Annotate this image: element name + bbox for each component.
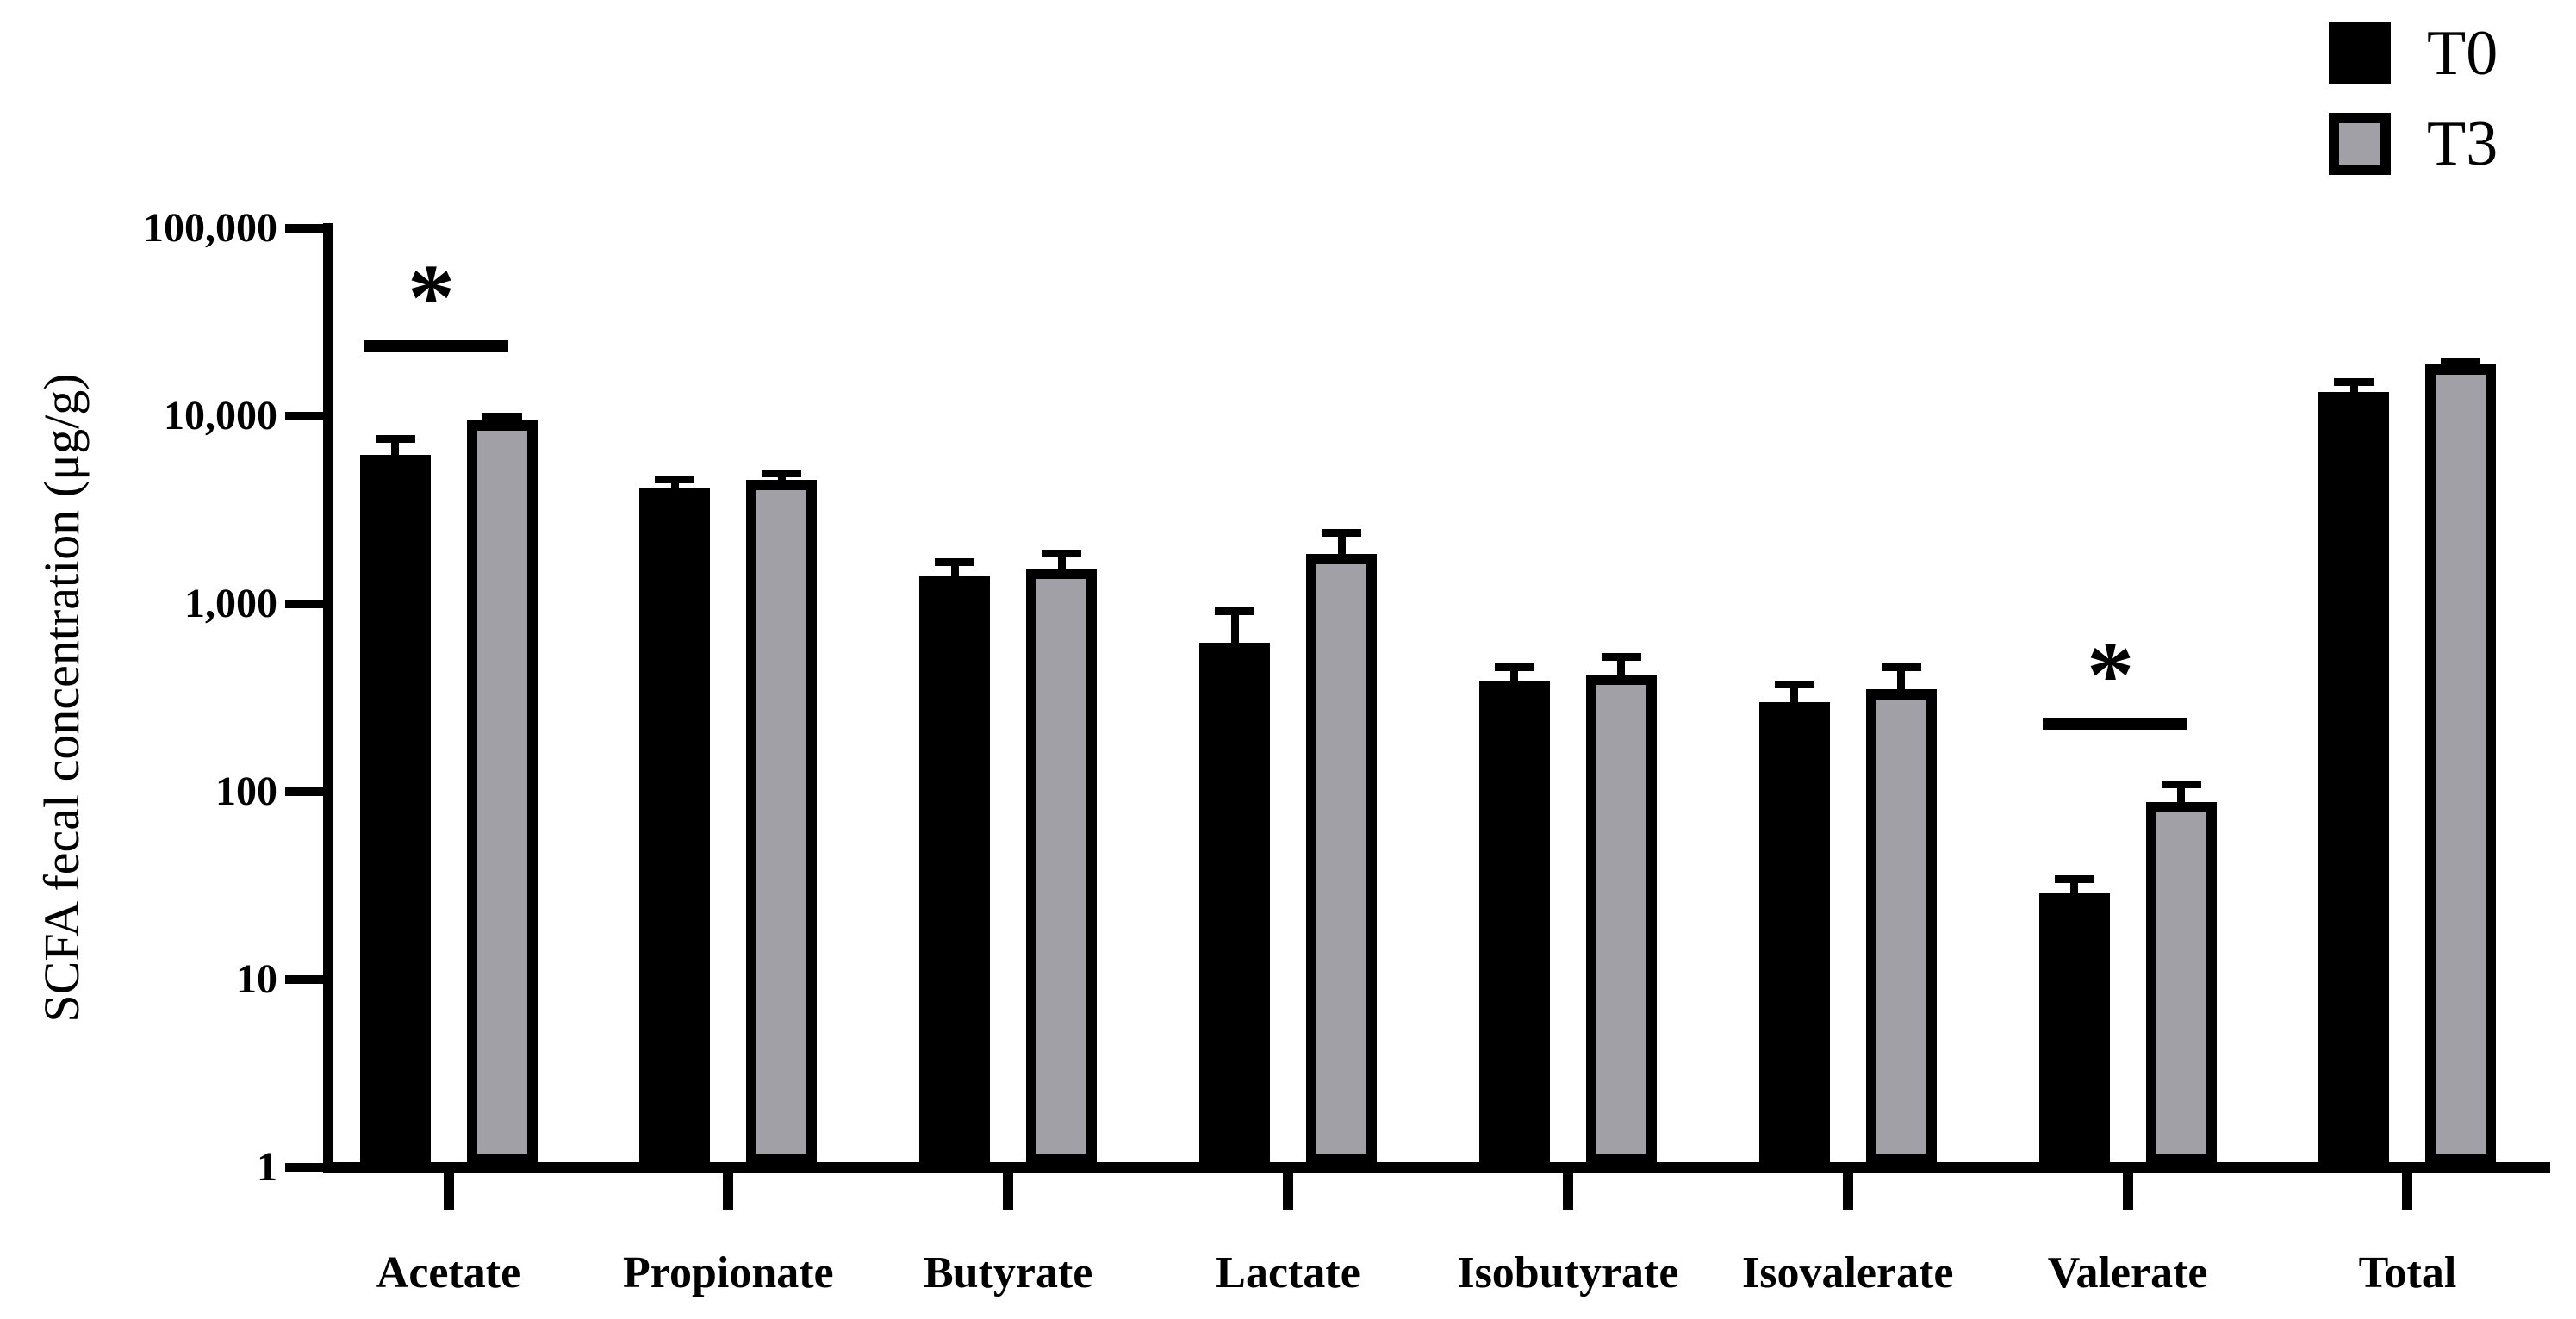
bar-t0-lactate — [1199, 643, 1271, 1165]
y-axis-tick-label: 10,000 — [164, 393, 277, 439]
bar-t3-total — [2425, 364, 2497, 1165]
error-bar-stem — [1230, 607, 1239, 661]
bar-t3-butyrate — [1026, 568, 1098, 1165]
error-bar-stem — [2070, 874, 2079, 911]
legend-swatch-t3-icon — [2329, 113, 2391, 175]
error-bar-cap — [1042, 549, 1082, 557]
error-bar-cap — [1881, 663, 1921, 672]
error-bar-cap — [2334, 377, 2374, 386]
error-bar-cap — [762, 469, 802, 477]
x-axis-tick — [2122, 1173, 2133, 1210]
x-axis-tick — [1842, 1173, 1853, 1210]
bar-t0-butyrate — [919, 576, 991, 1165]
category-label: Acetate — [376, 1248, 521, 1297]
legend-label-t0: T0 — [2427, 18, 2498, 89]
error-bar-stem — [1057, 549, 1066, 586]
y-axis-tick — [285, 975, 323, 984]
significance-line-valerate — [2042, 718, 2187, 731]
significance-line-acetate — [363, 340, 508, 353]
error-bar-cap — [1774, 681, 1814, 689]
x-axis-tick — [1003, 1173, 1014, 1210]
y-axis-tick-label: 100 — [215, 768, 277, 814]
category-label: Total — [2358, 1248, 2457, 1297]
significance-asterisk-acetate: * — [408, 245, 455, 351]
y-axis-tick — [285, 1163, 323, 1172]
legend: T0 T3 — [2329, 18, 2498, 179]
error-bar-cap — [655, 476, 695, 484]
error-bar-stem — [1897, 663, 1906, 707]
error-bar-stem — [1617, 653, 1626, 693]
error-bar-cap — [2161, 780, 2201, 788]
legend-item-t0: T0 — [2329, 18, 2498, 89]
x-axis-tick — [723, 1173, 734, 1210]
y-axis-tick-label: 1,000 — [184, 581, 277, 626]
legend-swatch-t0-icon — [2329, 22, 2391, 84]
x-axis-tick — [2402, 1173, 2413, 1210]
bar-t3-lactate — [1306, 553, 1378, 1165]
legend-label-t3: T3 — [2427, 109, 2498, 179]
error-bar-stem — [950, 558, 959, 594]
error-bar-stem — [1790, 681, 1799, 719]
category-label: Valerate — [2047, 1248, 2208, 1297]
category-label: Lactate — [1216, 1248, 1360, 1297]
y-axis-tick-label: 1 — [257, 1144, 277, 1190]
y-axis-line — [323, 223, 333, 1173]
y-axis-title: SCFA fecal concentration (μg/g) — [34, 373, 90, 1023]
bar-t0-valerate — [2038, 893, 2110, 1165]
category-label: Propionate — [623, 1248, 834, 1297]
x-axis-tick — [1283, 1173, 1294, 1210]
category-label: Butyrate — [923, 1248, 1093, 1297]
bar-t3-isobutyrate — [1585, 675, 1657, 1165]
error-bar-cap — [482, 413, 522, 421]
error-bar-cap — [1322, 529, 1362, 538]
category-label: Isobutyrate — [1457, 1248, 1679, 1297]
error-bar-stem — [1337, 529, 1346, 571]
y-axis-tick — [285, 787, 323, 796]
error-bar-cap — [935, 558, 975, 567]
y-axis-tick-label: 10 — [236, 956, 277, 1002]
error-bar-stem — [391, 435, 399, 473]
error-bar-cap — [1494, 663, 1534, 672]
error-bar-cap — [1601, 653, 1641, 662]
category-label: Isovalerate — [1742, 1248, 1954, 1297]
bar-t0-isobutyrate — [1478, 681, 1550, 1165]
bar-t0-total — [2318, 392, 2390, 1165]
error-bar-cap — [1215, 607, 1255, 615]
y-axis-tick — [285, 412, 323, 420]
x-axis-tick — [1562, 1173, 1573, 1210]
y-axis-tick — [285, 600, 323, 608]
bar-t3-valerate — [2145, 802, 2217, 1165]
y-axis-tick-label: 100,000 — [143, 205, 277, 251]
bar-t3-isovalerate — [1865, 689, 1937, 1165]
error-bar-cap — [2054, 874, 2094, 883]
bar-t0-isovalerate — [1758, 701, 1830, 1165]
x-axis-tick — [443, 1173, 454, 1210]
y-axis-tick — [285, 224, 323, 233]
x-axis-line — [323, 1162, 2550, 1173]
error-bar-cap — [2441, 358, 2481, 366]
bar-t3-acetate — [466, 420, 538, 1165]
bar-t0-propionate — [639, 488, 711, 1165]
legend-item-t3: T3 — [2329, 109, 2498, 179]
error-bar-stem — [2177, 780, 2186, 820]
significance-asterisk-valerate: * — [2087, 622, 2135, 728]
bar-t0-acetate — [359, 455, 431, 1165]
bar-t3-propionate — [746, 479, 818, 1165]
error-bar-cap — [375, 435, 415, 444]
